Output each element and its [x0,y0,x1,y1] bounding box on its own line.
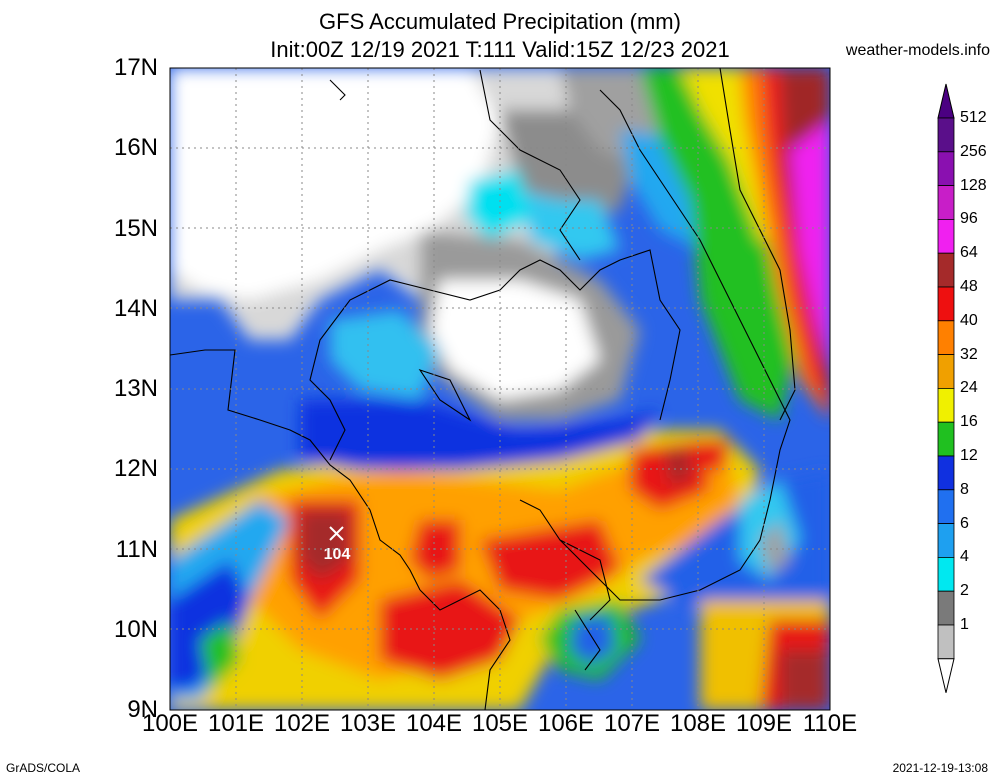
colorbar-level-label: 12 [960,447,978,464]
colorbar-level-label: 128 [960,176,987,194]
lon-tick-label: 110E [802,710,858,737]
precip-field: 104 [170,68,830,710]
colorbar-swatch [937,354,955,389]
colorbar-swatch [937,286,955,322]
colorbar-swatch [937,523,955,558]
max-marker: 104 [324,526,351,563]
colorbar-swatch [937,455,955,491]
colorbar-level-label: 256 [960,142,987,160]
lat-tick-label: 16N [113,134,158,162]
colorbar-bottom-arrow [937,658,955,693]
colorbar-level-label: 24 [960,379,978,397]
colorbar-level-label: 32 [960,345,978,363]
colorbar-swatch [937,624,955,660]
lon-tick-label: 108E [669,710,727,737]
colorbar-level-label: 96 [960,210,978,228]
lat-tick-label: 11N [115,535,158,563]
lon-tick-label: 101E [207,710,265,737]
colorbar-level-label: 4 [960,548,969,566]
colorbar-swatch [937,185,955,220]
lon-tick-label: 102E [273,710,331,737]
lat-tick-label: 15N [113,214,158,242]
colorbar-level-label: 2 [960,582,969,600]
colorbar-swatch [937,557,955,592]
lat-tick-label: 9N [127,696,158,723]
colorbar-swatch [937,151,955,187]
map-frame [169,67,831,711]
colorbar-swatch [937,421,955,457]
colorbar-swatch [937,117,955,153]
site-label: weather-models.info [845,42,990,59]
lon-tick-label: 107E [603,710,661,737]
colorbar-top-arrow [937,83,955,119]
colorbar-swatch [937,252,955,288]
lat-tick-label: 14N [113,294,158,322]
colorbar [937,83,955,693]
lat-tick-label: 10N [113,615,158,643]
colorbar-swatch [937,218,955,254]
lat-tick-label: 12N [113,455,158,483]
lon-tick-label: 109E [735,710,793,737]
coastlines [170,68,796,710]
colorbar-swatch [937,320,955,355]
lon-tick-label: 105E [471,710,529,737]
lon-tick-label: 106E [537,710,595,737]
colorbar-level-label: 16 [960,413,978,431]
footer-credit: GrADS/COLA [6,761,81,775]
lon-tick-label: 103E [339,710,397,737]
colorbar-level-label: 6 [960,514,969,532]
lat-tick-label: 13N [113,375,158,402]
lon-tick-label: 100E [141,710,199,737]
colorbar-level-label: 40 [960,311,978,329]
map-grid [170,68,830,710]
colorbar-swatch [937,387,955,423]
max-marker-label: 104 [324,546,351,563]
chart-subtitle: Init:00Z 12/19 2021 T:111 Valid:15Z 12/2… [270,37,730,62]
footer-timestamp: 2021-12-19-13:08 [892,761,988,775]
colorbar-level-label: 48 [960,278,978,295]
lon-tick-label: 104E [405,710,463,737]
colorbar-level-label: 512 [960,109,987,126]
colorbar-level-label: 1 [960,616,969,633]
colorbar-swatch [937,590,955,626]
lat-tick-label: 17N [113,54,158,81]
colorbar-level-label: 8 [960,480,969,498]
colorbar-swatch [937,489,955,524]
chart-title: GFS Accumulated Precipitation (mm) [319,9,681,34]
colorbar-level-label: 64 [960,244,978,262]
